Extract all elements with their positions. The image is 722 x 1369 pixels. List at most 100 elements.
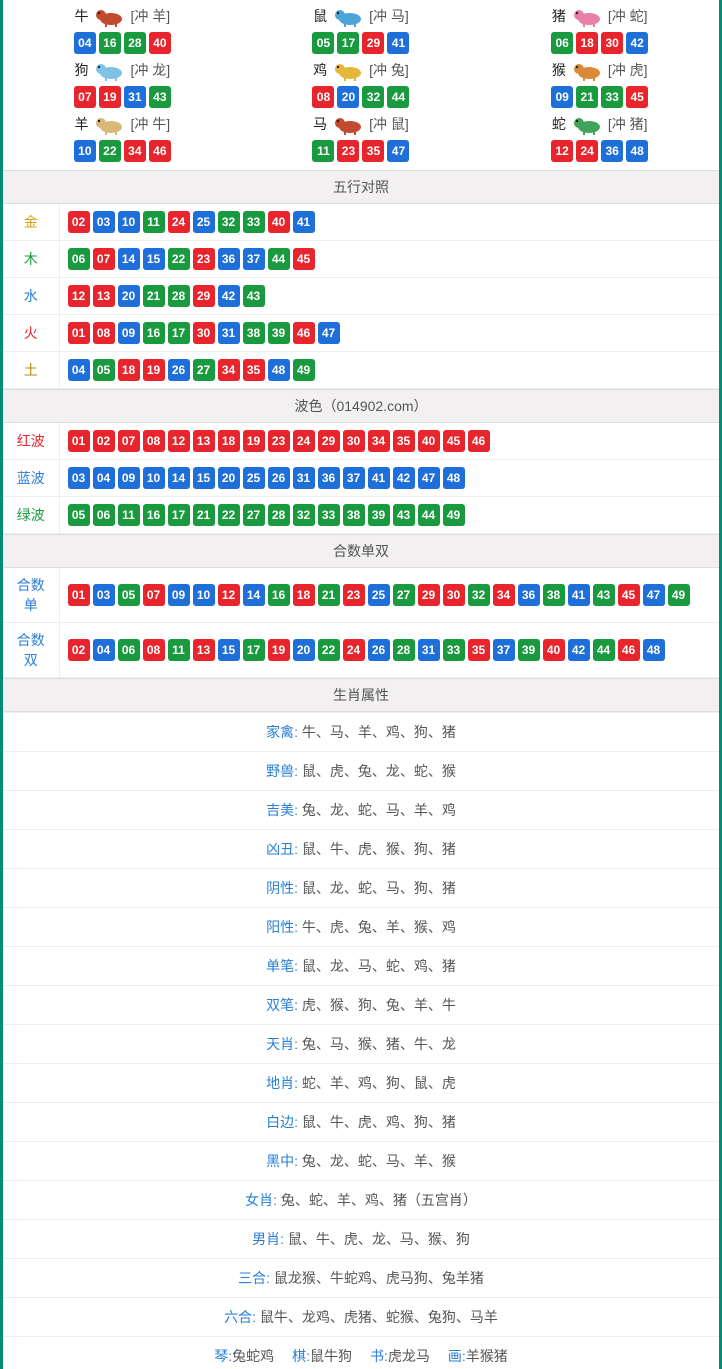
number-ball: 03: [93, 211, 115, 233]
number-ball: 40: [543, 639, 565, 661]
number-ball: 42: [626, 32, 648, 54]
number-ball: 07: [93, 248, 115, 270]
number-ball: 45: [293, 248, 315, 270]
number-ball: 29: [418, 584, 440, 606]
number-ball: 26: [368, 639, 390, 661]
zodiac-conflict: [冲 羊]: [130, 6, 170, 26]
number-ball: 47: [318, 322, 340, 344]
number-ball: 23: [337, 140, 359, 162]
table-row: 金02031011242532334041: [3, 204, 719, 241]
number-ball: 12: [218, 584, 240, 606]
number-ball: 06: [68, 248, 90, 270]
number-ball: 42: [218, 285, 240, 307]
number-ball: 04: [74, 32, 96, 54]
row-label: 金: [3, 204, 59, 241]
zodiac-cell: 羊[冲 牛]10223446: [3, 112, 242, 162]
attr-row: 天肖: 兔、马、猴、猪、牛、龙: [3, 1024, 719, 1063]
attr-row: 地肖: 蛇、羊、鸡、狗、鼠、虎: [3, 1063, 719, 1102]
number-ball: 29: [318, 430, 340, 452]
number-ball: 46: [468, 430, 490, 452]
bottom-value: 虎龙马: [388, 1348, 430, 1364]
attr-row: 三合: 鼠龙猴、牛蛇鸡、虎马狗、兔羊猪: [3, 1258, 719, 1297]
number-ball: 33: [243, 211, 265, 233]
zodiac-name: 牛: [74, 6, 88, 26]
attr-value: 牛、虎、兔、羊、猴、鸡: [302, 919, 456, 935]
attr-value: 蛇、羊、鸡、狗、鼠、虎: [302, 1075, 456, 1091]
attr-label: 三合:: [238, 1270, 274, 1286]
ball-row: 07193143: [74, 86, 171, 108]
attr-label: 地肖:: [266, 1075, 302, 1091]
bottom-label: 画:: [448, 1348, 466, 1364]
number-ball: 13: [93, 285, 115, 307]
number-ball: 38: [343, 504, 365, 526]
number-ball: 29: [193, 285, 215, 307]
number-ball: 30: [601, 32, 623, 54]
number-ball: 02: [93, 430, 115, 452]
number-ball: 40: [268, 211, 290, 233]
number-ball: 16: [99, 32, 121, 54]
row-label: 绿波: [3, 497, 59, 534]
number-ball: 39: [518, 639, 540, 661]
number-ball: 14: [118, 248, 140, 270]
number-ball: 05: [93, 359, 115, 381]
number-ball: 33: [601, 86, 623, 108]
ball-row: 09213345: [551, 86, 648, 108]
attr-value: 鼠、龙、马、蛇、鸡、猪: [302, 958, 456, 974]
number-ball: 26: [168, 359, 190, 381]
number-ball: 22: [318, 639, 340, 661]
attr-row: 双笔: 虎、猴、狗、兔、羊、牛: [3, 985, 719, 1024]
number-ball: 24: [168, 211, 190, 233]
zodiac-conflict: [冲 兔]: [369, 60, 409, 80]
zodiac-name: 鼠: [313, 6, 327, 26]
number-ball: 23: [268, 430, 290, 452]
zodiac-grid: 牛[冲 羊]04162840鼠[冲 马]05172941猪[冲 蛇]061830…: [3, 0, 719, 170]
number-ball: 44: [593, 639, 615, 661]
number-ball: 17: [337, 32, 359, 54]
zodiac-cell: 鸡[冲 兔]08203244: [242, 58, 481, 108]
number-ball: 15: [143, 248, 165, 270]
attr-label: 黑中:: [266, 1153, 302, 1169]
attr-row: 家禽: 牛、马、羊、鸡、狗、猪: [3, 712, 719, 751]
number-ball: 48: [268, 359, 290, 381]
row-balls: 03040910141520252631363741424748: [59, 460, 719, 497]
number-ball: 35: [468, 639, 490, 661]
number-ball: 44: [418, 504, 440, 526]
zodiac-icon: [568, 58, 606, 82]
attr-row: 野兽: 鼠、虎、兔、龙、蛇、猴: [3, 751, 719, 790]
number-ball: 06: [551, 32, 573, 54]
row-balls: 0102070812131819232429303435404546: [59, 423, 719, 460]
number-ball: 05: [118, 584, 140, 606]
zodiac-cell: 狗[冲 龙]07193143: [3, 58, 242, 108]
number-ball: 16: [268, 584, 290, 606]
number-ball: 09: [168, 584, 190, 606]
ball-row: 04162840: [74, 32, 171, 54]
ball-row: 11233547: [312, 140, 409, 162]
number-ball: 31: [218, 322, 240, 344]
number-ball: 10: [118, 211, 140, 233]
zodiac-icon: [568, 112, 606, 136]
number-ball: 08: [143, 639, 165, 661]
number-ball: 06: [93, 504, 115, 526]
attr-label: 阴性:: [266, 880, 302, 896]
number-ball: 27: [193, 359, 215, 381]
number-ball: 32: [293, 504, 315, 526]
table-row: 合数单0103050709101214161821232527293032343…: [3, 568, 719, 623]
number-ball: 11: [312, 140, 334, 162]
ball-row: 12243648: [551, 140, 648, 162]
number-ball: 13: [193, 430, 215, 452]
table-row: 土04051819262734354849: [3, 352, 719, 389]
zodiac-icon: [329, 4, 367, 28]
zodiac-icon: [90, 4, 128, 28]
number-ball: 47: [643, 584, 665, 606]
page-container: 牛[冲 羊]04162840鼠[冲 马]05172941猪[冲 蛇]061830…: [0, 0, 722, 1369]
bottom-value: 羊猴猪: [466, 1348, 508, 1364]
number-ball: 09: [118, 467, 140, 489]
number-ball: 31: [124, 86, 146, 108]
number-ball: 08: [93, 322, 115, 344]
number-ball: 41: [568, 584, 590, 606]
number-ball: 40: [418, 430, 440, 452]
row-label: 火: [3, 315, 59, 352]
number-ball: 22: [99, 140, 121, 162]
bottom-item: 书:虎龙马: [370, 1346, 430, 1366]
wave-table: 红波0102070812131819232429303435404546蓝波03…: [3, 423, 719, 534]
